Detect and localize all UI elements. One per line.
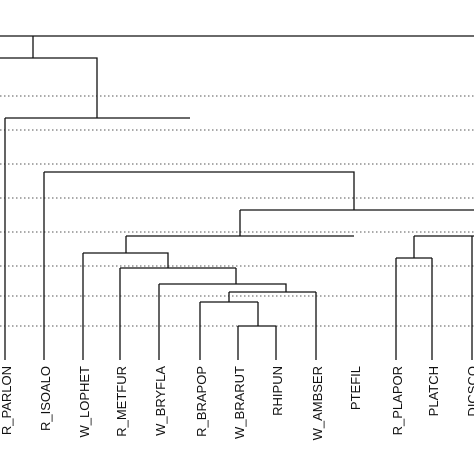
leaf-label-platch: PLATCH [426, 366, 441, 416]
leaf-label-w-ambser: W_AMBSER [310, 366, 325, 440]
leaf-label-r-metfur: R_METFUR [114, 366, 129, 437]
leaf-label-w-lophet: W_LOPHET [77, 366, 92, 438]
leaf-label-r-brapop: R_BRAPOP [194, 366, 209, 437]
leaf-label-ptefil: PTEFIL [348, 366, 363, 410]
leaf-label-w-brarut: W_BRARUT [232, 366, 247, 439]
branch [44, 171, 355, 210]
branch [159, 283, 287, 292]
leaf-label-rhipun: RHIPUN [270, 366, 285, 416]
branch [83, 252, 169, 268]
dendrogram-branches [0, 35, 474, 360]
leaf-label-r-plapor: R_PLAPOR [390, 366, 405, 435]
leaf-labels: R_PARLON R_ISOALO W_LOPHET R_METFUR W_BR… [0, 366, 474, 441]
leaf-label-dicsco: DICSCO [465, 366, 474, 417]
leaf-label-r-parlon: R_PARLON [0, 366, 14, 435]
leaf-label-r-isoalo: R_ISOALO [38, 366, 53, 431]
branch [0, 57, 98, 118]
leaf-label-w-bryfla: W_BRYFLA [153, 366, 168, 436]
guide-lines [0, 95, 474, 327]
